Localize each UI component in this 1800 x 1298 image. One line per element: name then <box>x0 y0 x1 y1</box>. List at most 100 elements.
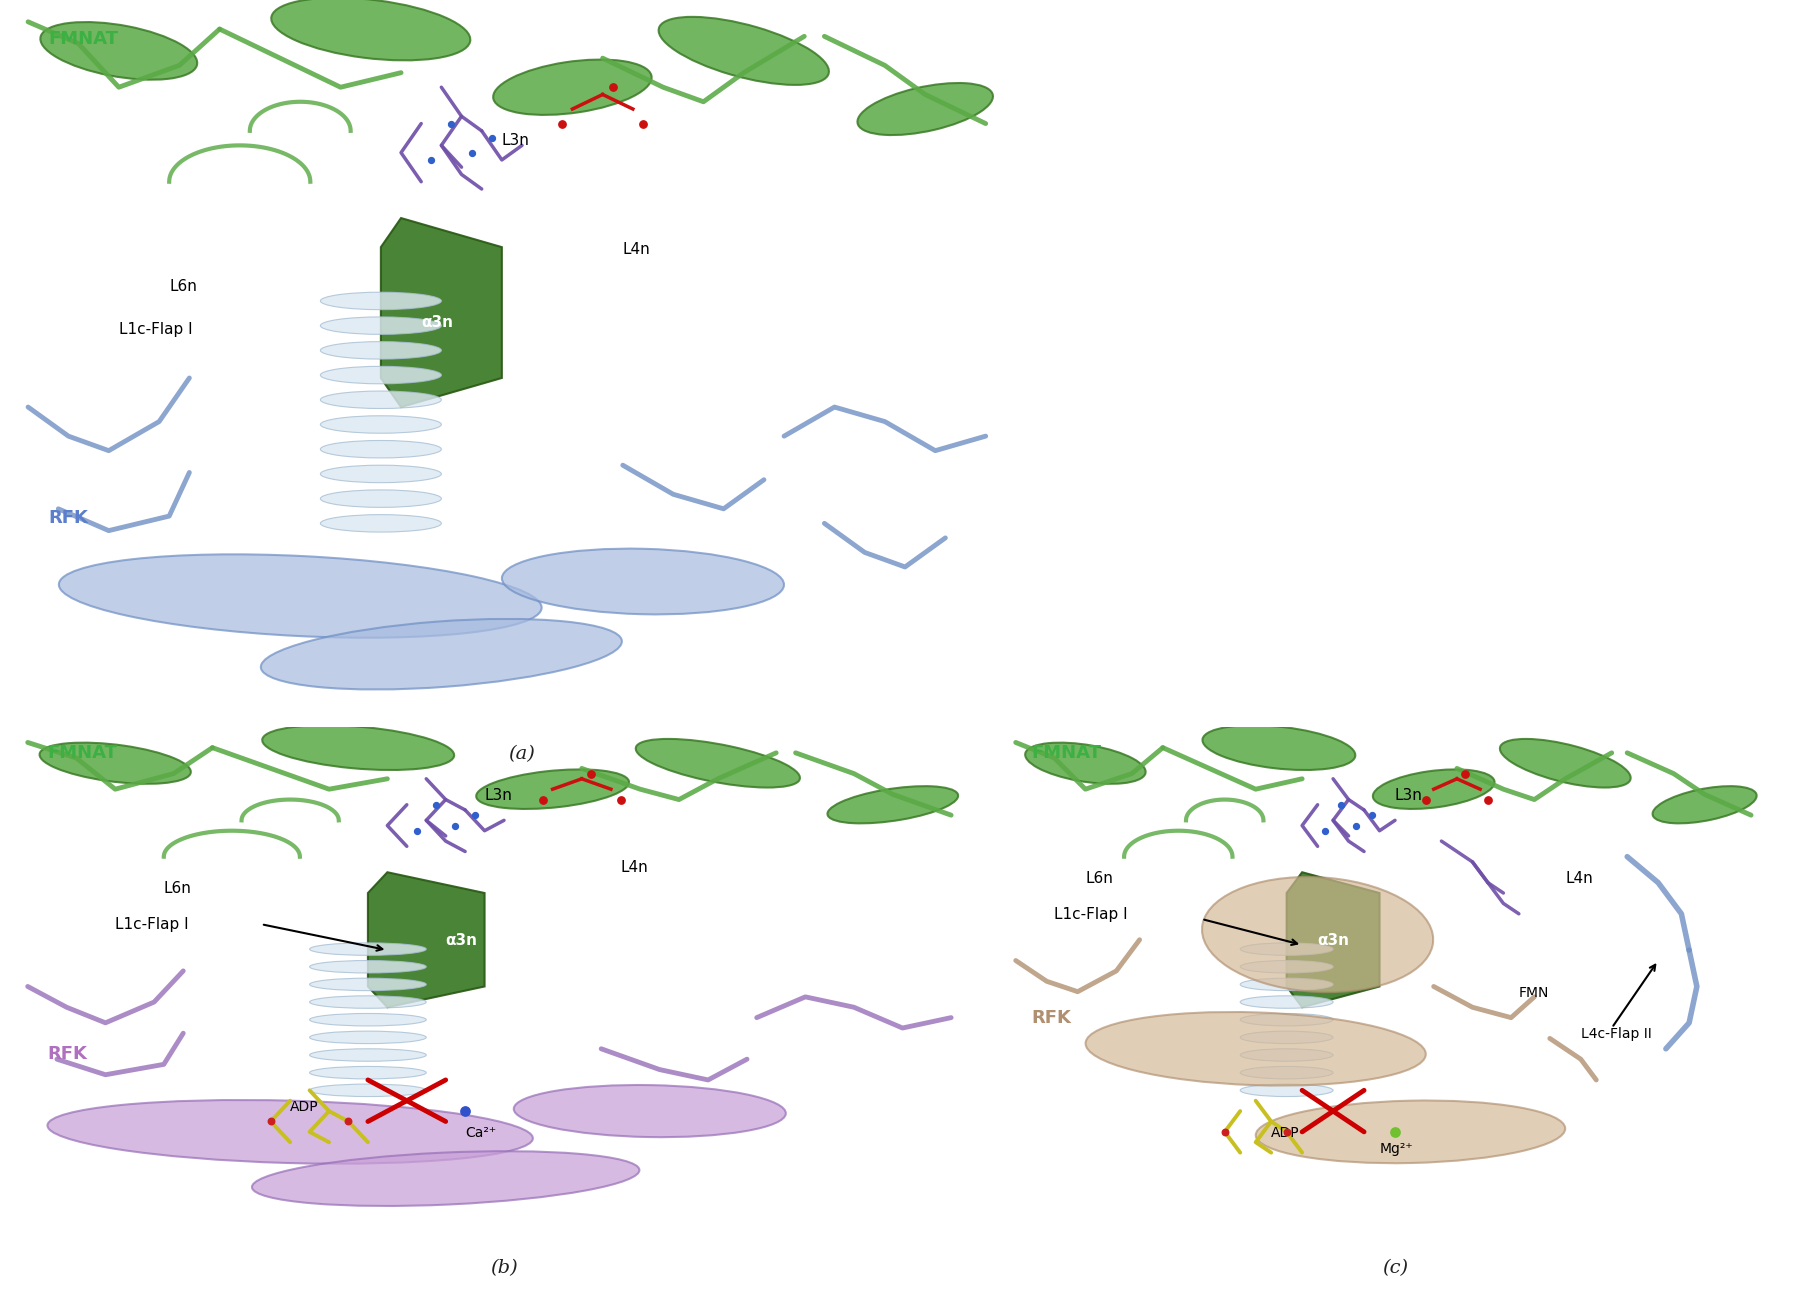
Ellipse shape <box>261 619 621 689</box>
Ellipse shape <box>40 22 198 79</box>
Ellipse shape <box>1499 739 1631 788</box>
Ellipse shape <box>828 787 958 823</box>
Point <box>457 143 486 164</box>
Text: L3n: L3n <box>1395 788 1422 802</box>
Ellipse shape <box>493 60 652 116</box>
Polygon shape <box>367 872 484 1007</box>
Ellipse shape <box>513 1085 787 1137</box>
Ellipse shape <box>1240 979 1334 990</box>
Polygon shape <box>1287 872 1379 1007</box>
Ellipse shape <box>272 0 470 61</box>
Text: FMNAT: FMNAT <box>1031 744 1102 762</box>
Ellipse shape <box>1240 1084 1334 1097</box>
Point <box>1451 763 1480 784</box>
Ellipse shape <box>310 996 427 1009</box>
Text: (b): (b) <box>490 1259 518 1277</box>
Ellipse shape <box>252 1151 639 1206</box>
Ellipse shape <box>320 317 441 335</box>
Ellipse shape <box>47 1099 533 1164</box>
Ellipse shape <box>263 726 454 770</box>
Point <box>1411 789 1440 810</box>
Point <box>628 113 657 134</box>
Text: FMNAT: FMNAT <box>49 30 119 48</box>
Ellipse shape <box>1256 1101 1566 1163</box>
Ellipse shape <box>477 770 628 809</box>
Text: FMNAT: FMNAT <box>47 744 117 762</box>
Point <box>547 113 576 134</box>
Polygon shape <box>382 218 502 408</box>
Point <box>1327 794 1355 815</box>
Ellipse shape <box>320 440 441 458</box>
Ellipse shape <box>320 489 441 508</box>
Point <box>1210 1121 1238 1142</box>
Text: L6n: L6n <box>169 279 196 293</box>
Text: L6n: L6n <box>1085 871 1112 885</box>
Ellipse shape <box>59 554 542 637</box>
Text: Mg²⁺: Mg²⁺ <box>1379 1142 1413 1155</box>
Point <box>437 113 466 134</box>
Text: L1c-Flap I: L1c-Flap I <box>1055 907 1129 922</box>
Text: α3n: α3n <box>446 933 477 948</box>
Text: L6n: L6n <box>164 881 191 896</box>
Text: ADP: ADP <box>290 1101 319 1114</box>
Ellipse shape <box>1240 1067 1334 1079</box>
Text: RFK: RFK <box>1031 1009 1071 1027</box>
Point <box>441 815 470 836</box>
Text: FMN: FMN <box>1519 986 1550 999</box>
Ellipse shape <box>320 415 441 434</box>
Ellipse shape <box>1026 742 1145 784</box>
Point <box>598 77 626 97</box>
Ellipse shape <box>1373 770 1494 809</box>
Ellipse shape <box>320 292 441 310</box>
Point <box>1474 789 1503 810</box>
Ellipse shape <box>320 366 441 384</box>
Ellipse shape <box>1240 1014 1334 1025</box>
Ellipse shape <box>1240 1031 1334 1044</box>
Text: L1c-Flap I: L1c-Flap I <box>115 918 189 932</box>
Text: L3n: L3n <box>484 788 513 802</box>
Ellipse shape <box>1202 726 1355 770</box>
Point <box>1381 1121 1409 1142</box>
Point <box>418 149 446 170</box>
Point <box>1273 1121 1301 1142</box>
Ellipse shape <box>310 1049 427 1062</box>
Ellipse shape <box>1202 877 1433 992</box>
Point <box>1341 815 1372 836</box>
Ellipse shape <box>310 1084 427 1097</box>
Text: L4n: L4n <box>621 861 648 875</box>
Point <box>461 805 490 826</box>
Text: RFK: RFK <box>47 1045 86 1063</box>
Ellipse shape <box>320 465 441 483</box>
Text: L3n: L3n <box>502 134 529 148</box>
Text: ADP: ADP <box>1271 1127 1300 1140</box>
Point <box>578 763 607 784</box>
Ellipse shape <box>310 1014 427 1025</box>
Text: L4n: L4n <box>1566 871 1593 885</box>
Text: RFK: RFK <box>49 509 88 527</box>
Ellipse shape <box>1240 1049 1334 1062</box>
Point <box>477 127 506 148</box>
Ellipse shape <box>1652 787 1757 823</box>
Ellipse shape <box>320 341 441 360</box>
Ellipse shape <box>857 83 994 135</box>
Point <box>256 1111 284 1132</box>
Ellipse shape <box>320 514 441 532</box>
Ellipse shape <box>659 17 830 84</box>
Ellipse shape <box>310 961 427 974</box>
Text: α3n: α3n <box>1318 933 1350 948</box>
Ellipse shape <box>635 739 799 788</box>
Text: L1c-Flap I: L1c-Flap I <box>119 322 193 337</box>
Ellipse shape <box>310 942 427 955</box>
Point <box>401 820 430 841</box>
Text: L4c-Flap II: L4c-Flap II <box>1580 1028 1652 1041</box>
Ellipse shape <box>40 742 191 784</box>
Ellipse shape <box>310 1067 427 1079</box>
Ellipse shape <box>1240 942 1334 955</box>
Point <box>450 1101 479 1121</box>
Ellipse shape <box>1240 961 1334 974</box>
Ellipse shape <box>310 1031 427 1044</box>
Point <box>335 1111 364 1132</box>
Point <box>529 789 558 810</box>
Point <box>607 789 635 810</box>
Text: α3n: α3n <box>421 315 454 330</box>
